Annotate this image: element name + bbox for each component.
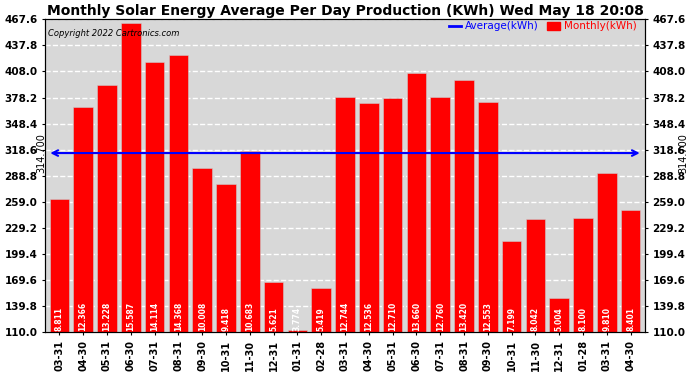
Bar [50,200,69,375]
Bar [335,97,355,375]
Bar [359,103,379,375]
Legend: Average(kWh), Monthly(kWh): Average(kWh), Monthly(kWh) [448,21,637,32]
Text: 8.042: 8.042 [531,307,540,331]
Text: 9.418: 9.418 [221,307,230,331]
Bar [383,98,402,375]
Text: 3.774: 3.774 [293,307,302,331]
Bar [145,62,164,375]
Text: 15.587: 15.587 [126,302,135,331]
Text: 10.683: 10.683 [245,302,255,331]
Bar [526,219,545,375]
Bar [73,107,93,375]
Bar [264,282,284,375]
Text: 9.810: 9.810 [602,307,611,331]
Bar [621,210,640,375]
Bar [288,330,307,375]
Bar [454,80,474,375]
Text: 8.100: 8.100 [578,307,588,331]
Text: Copyright 2022 Cartronics.com: Copyright 2022 Cartronics.com [48,29,179,38]
Text: 8.401: 8.401 [626,307,635,331]
Text: 12.744: 12.744 [340,302,350,331]
Text: 10.008: 10.008 [197,302,207,331]
Bar [97,85,117,375]
Bar [311,288,331,375]
Bar [431,97,450,375]
Text: 12.710: 12.710 [388,302,397,331]
Bar [573,218,593,375]
Text: 12.536: 12.536 [364,302,373,331]
Bar [406,74,426,375]
Bar [193,168,212,375]
Text: 13.228: 13.228 [102,302,112,331]
Text: 5.419: 5.419 [317,308,326,331]
Text: 12.760: 12.760 [435,302,445,331]
Bar [168,55,188,375]
Text: 5.621: 5.621 [269,308,278,331]
Text: 13.420: 13.420 [460,302,469,331]
Bar [478,102,497,375]
Text: 5.004: 5.004 [555,308,564,331]
Text: 12.553: 12.553 [483,302,493,331]
Bar [502,241,522,375]
Text: 314.700: 314.700 [678,133,688,173]
Bar [240,151,259,375]
Text: 7.199: 7.199 [507,307,516,331]
Text: 314.700: 314.700 [37,133,46,173]
Bar [216,184,236,375]
Bar [121,23,141,375]
Text: 12.366: 12.366 [79,302,88,331]
Title: Monthly Solar Energy Average Per Day Production (KWh) Wed May 18 20:08: Monthly Solar Energy Average Per Day Pro… [46,4,644,18]
Text: 14.114: 14.114 [150,302,159,331]
Text: 13.660: 13.660 [412,302,421,331]
Text: 8.811: 8.811 [55,307,64,331]
Bar [549,298,569,375]
Text: 14.368: 14.368 [174,302,183,331]
Bar [597,174,617,375]
